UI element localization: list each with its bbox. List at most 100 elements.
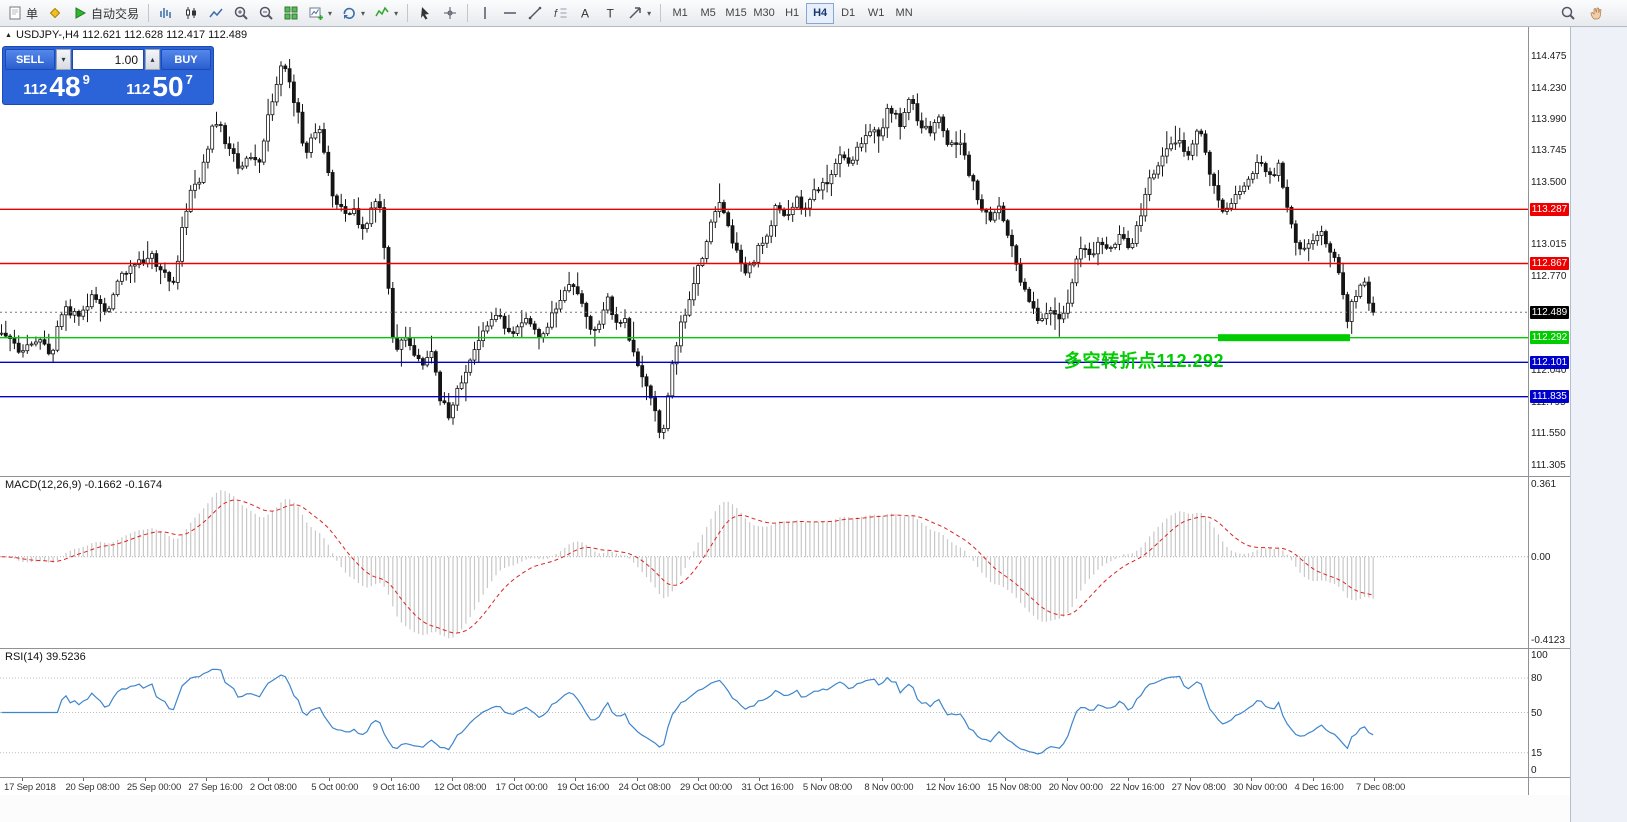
- profiles-button[interactable]: ▾: [337, 2, 369, 25]
- time-axis-tick: [144, 778, 146, 781]
- sell-price-pip: 9: [82, 72, 90, 87]
- sell-button[interactable]: SELL: [5, 49, 55, 70]
- indicator-icon: [374, 5, 390, 21]
- time-axis-tick: [1374, 778, 1375, 781]
- crosshair-icon: [442, 5, 458, 21]
- macd-axis: 0.361 0.00 -0.4123: [1528, 477, 1570, 648]
- price-level-tag: 111.835: [1530, 390, 1569, 404]
- axis-corner: [1528, 778, 1570, 795]
- toolbar-separator: [148, 4, 150, 22]
- buy-price-pip: 7: [185, 72, 193, 87]
- newchart-icon: [308, 5, 324, 21]
- mql-wizard-button[interactable]: [43, 2, 67, 25]
- fibonacci-button[interactable]: f: [548, 2, 572, 25]
- time-axis-tick: [759, 778, 761, 781]
- price-plot[interactable]: ▲ USDJPY-,H4 112.621 112.628 112.417 112…: [0, 27, 1528, 476]
- time-axis-label: 17 Sep 2018: [4, 782, 56, 793]
- auto-trading-button[interactable]: 自动交易: [68, 2, 143, 25]
- price-axis-label: 113.990: [1531, 113, 1567, 125]
- macd-chart: [0, 490, 1528, 639]
- time-axis-row: 17 Sep 2018 20 Sep 08:00 25 Sep 00:00 27 Se…: [0, 777, 1570, 795]
- price-axis-label: 111.305: [1531, 460, 1566, 472]
- trend-icon: [527, 5, 543, 21]
- time-axis-tick: [1312, 778, 1314, 781]
- zoom-in-button[interactable]: [229, 2, 253, 25]
- time-axis[interactable]: 17 Sep 2018 20 Sep 08:00 25 Sep 00:00 27 Se…: [0, 778, 1528, 795]
- time-axis-label: 25 Sep 00:00: [126, 782, 182, 793]
- volume-input[interactable]: [72, 49, 144, 70]
- macd-axis-label: -0.4123: [1531, 635, 1565, 646]
- timeframe-m15-button[interactable]: M15: [722, 3, 750, 24]
- time-axis-tick: [22, 778, 23, 781]
- rsi-plot[interactable]: RSI(14) 39.5236: [0, 649, 1528, 777]
- line-chart-button[interactable]: [204, 2, 228, 25]
- price-level-tag: 112.867: [1530, 256, 1569, 270]
- macd-axis-label: 0.00: [1531, 551, 1551, 563]
- text-label-button[interactable]: T: [598, 2, 622, 25]
- search-button[interactable]: [1556, 2, 1580, 25]
- one-click-trading-panel: SELL ▾ ▴ BUY 112 48 9: [2, 46, 214, 105]
- time-axis-tick: [267, 778, 269, 781]
- price-axis[interactable]: 114.475 114.230 113.990 113.745 113.500 113.0…: [1528, 27, 1570, 476]
- new-chart-button[interactable]: ▾: [304, 2, 336, 25]
- time-axis-tick: [1128, 778, 1130, 781]
- timeframe-d1-button[interactable]: D1: [834, 3, 862, 24]
- sell-price-prefix: 112: [23, 81, 48, 98]
- time-axis-label: 29 Oct 00:00: [680, 782, 732, 793]
- right-dock-strip: [1570, 27, 1627, 822]
- rsi-axis-label: 50: [1531, 707, 1543, 719]
- cycle-icon: [341, 5, 357, 21]
- volume-decrease-button[interactable]: ▾: [56, 49, 71, 70]
- tile-windows-button[interactable]: [279, 2, 303, 25]
- cursor-icon: [417, 5, 433, 21]
- toolbar: 单 自动交易 ▾ ▾ ▾ f A T ▾ M1 M5 M15 M30 H1 H4 D1 W1 MN: [0, 0, 1627, 27]
- timeframe-h1-button[interactable]: H1: [778, 3, 806, 24]
- shapes-icon: [627, 5, 643, 21]
- timeframe-m30-button[interactable]: M30: [750, 3, 778, 24]
- play-icon: [72, 5, 88, 21]
- vline-icon: [477, 5, 493, 21]
- cursor-button[interactable]: [413, 2, 437, 25]
- candlestick-chart-button[interactable]: [179, 2, 203, 25]
- price-level-tag: 112.292: [1530, 331, 1569, 345]
- doc-icon: [7, 5, 23, 21]
- timeframe-m1-button[interactable]: M1: [666, 3, 694, 24]
- bar-chart-button[interactable]: [154, 2, 178, 25]
- horizontal-line-button[interactable]: [498, 2, 522, 25]
- vertical-line-button[interactable]: [473, 2, 497, 25]
- rsi-axis: 100 80 50 15 0: [1528, 649, 1570, 777]
- dropdown-arrow-icon: ▾: [361, 8, 366, 18]
- timeframe-mn-button[interactable]: MN: [890, 3, 918, 24]
- arrows-button[interactable]: ▾: [623, 2, 655, 25]
- price-level-tag: 113.287: [1530, 202, 1569, 216]
- zoom-out-button[interactable]: [254, 2, 278, 25]
- rsi-axis-label: 100: [1531, 650, 1548, 661]
- rsi-label: RSI(14) 39.5236: [5, 651, 86, 663]
- buy-button[interactable]: BUY: [161, 49, 211, 70]
- timeframe-h4-button[interactable]: H4: [806, 2, 835, 24]
- time-axis-tick: [698, 778, 699, 781]
- time-axis-label: 30 Nov 00:00: [1233, 782, 1288, 793]
- buy-price[interactable]: 112 50 7: [108, 70, 211, 102]
- time-axis-tick: [452, 778, 454, 781]
- time-axis-label: 15 Nov 08:00: [987, 782, 1042, 793]
- text-button[interactable]: A: [573, 2, 597, 25]
- indicators-button[interactable]: ▾: [370, 2, 402, 25]
- sell-price[interactable]: 112 48 9: [5, 70, 108, 102]
- crosshair-button[interactable]: [438, 2, 462, 25]
- dropdown-arrow-icon: ▾: [647, 8, 652, 18]
- timeframe-m5-button[interactable]: M5: [694, 3, 722, 24]
- timeframe-w1-button[interactable]: W1: [862, 3, 890, 24]
- current-price-tag: 112.489: [1530, 305, 1569, 319]
- pan-button[interactable]: [1584, 2, 1608, 25]
- time-axis-label: 12 Oct 08:00: [434, 782, 487, 793]
- new-order-button[interactable]: 单: [3, 2, 42, 25]
- toolbar-separator: [467, 4, 469, 22]
- textA-icon: A: [577, 5, 593, 21]
- volume-increase-button[interactable]: ▴: [145, 49, 160, 70]
- price-axis-label: 112.040: [1531, 365, 1567, 377]
- macd-plot[interactable]: MACD(12,26,9) -0.1662 -0.1674: [0, 477, 1528, 648]
- price-axis-label: 113.745: [1531, 145, 1567, 157]
- sell-price-main: 48: [49, 71, 81, 102]
- trendline-button[interactable]: [523, 2, 547, 25]
